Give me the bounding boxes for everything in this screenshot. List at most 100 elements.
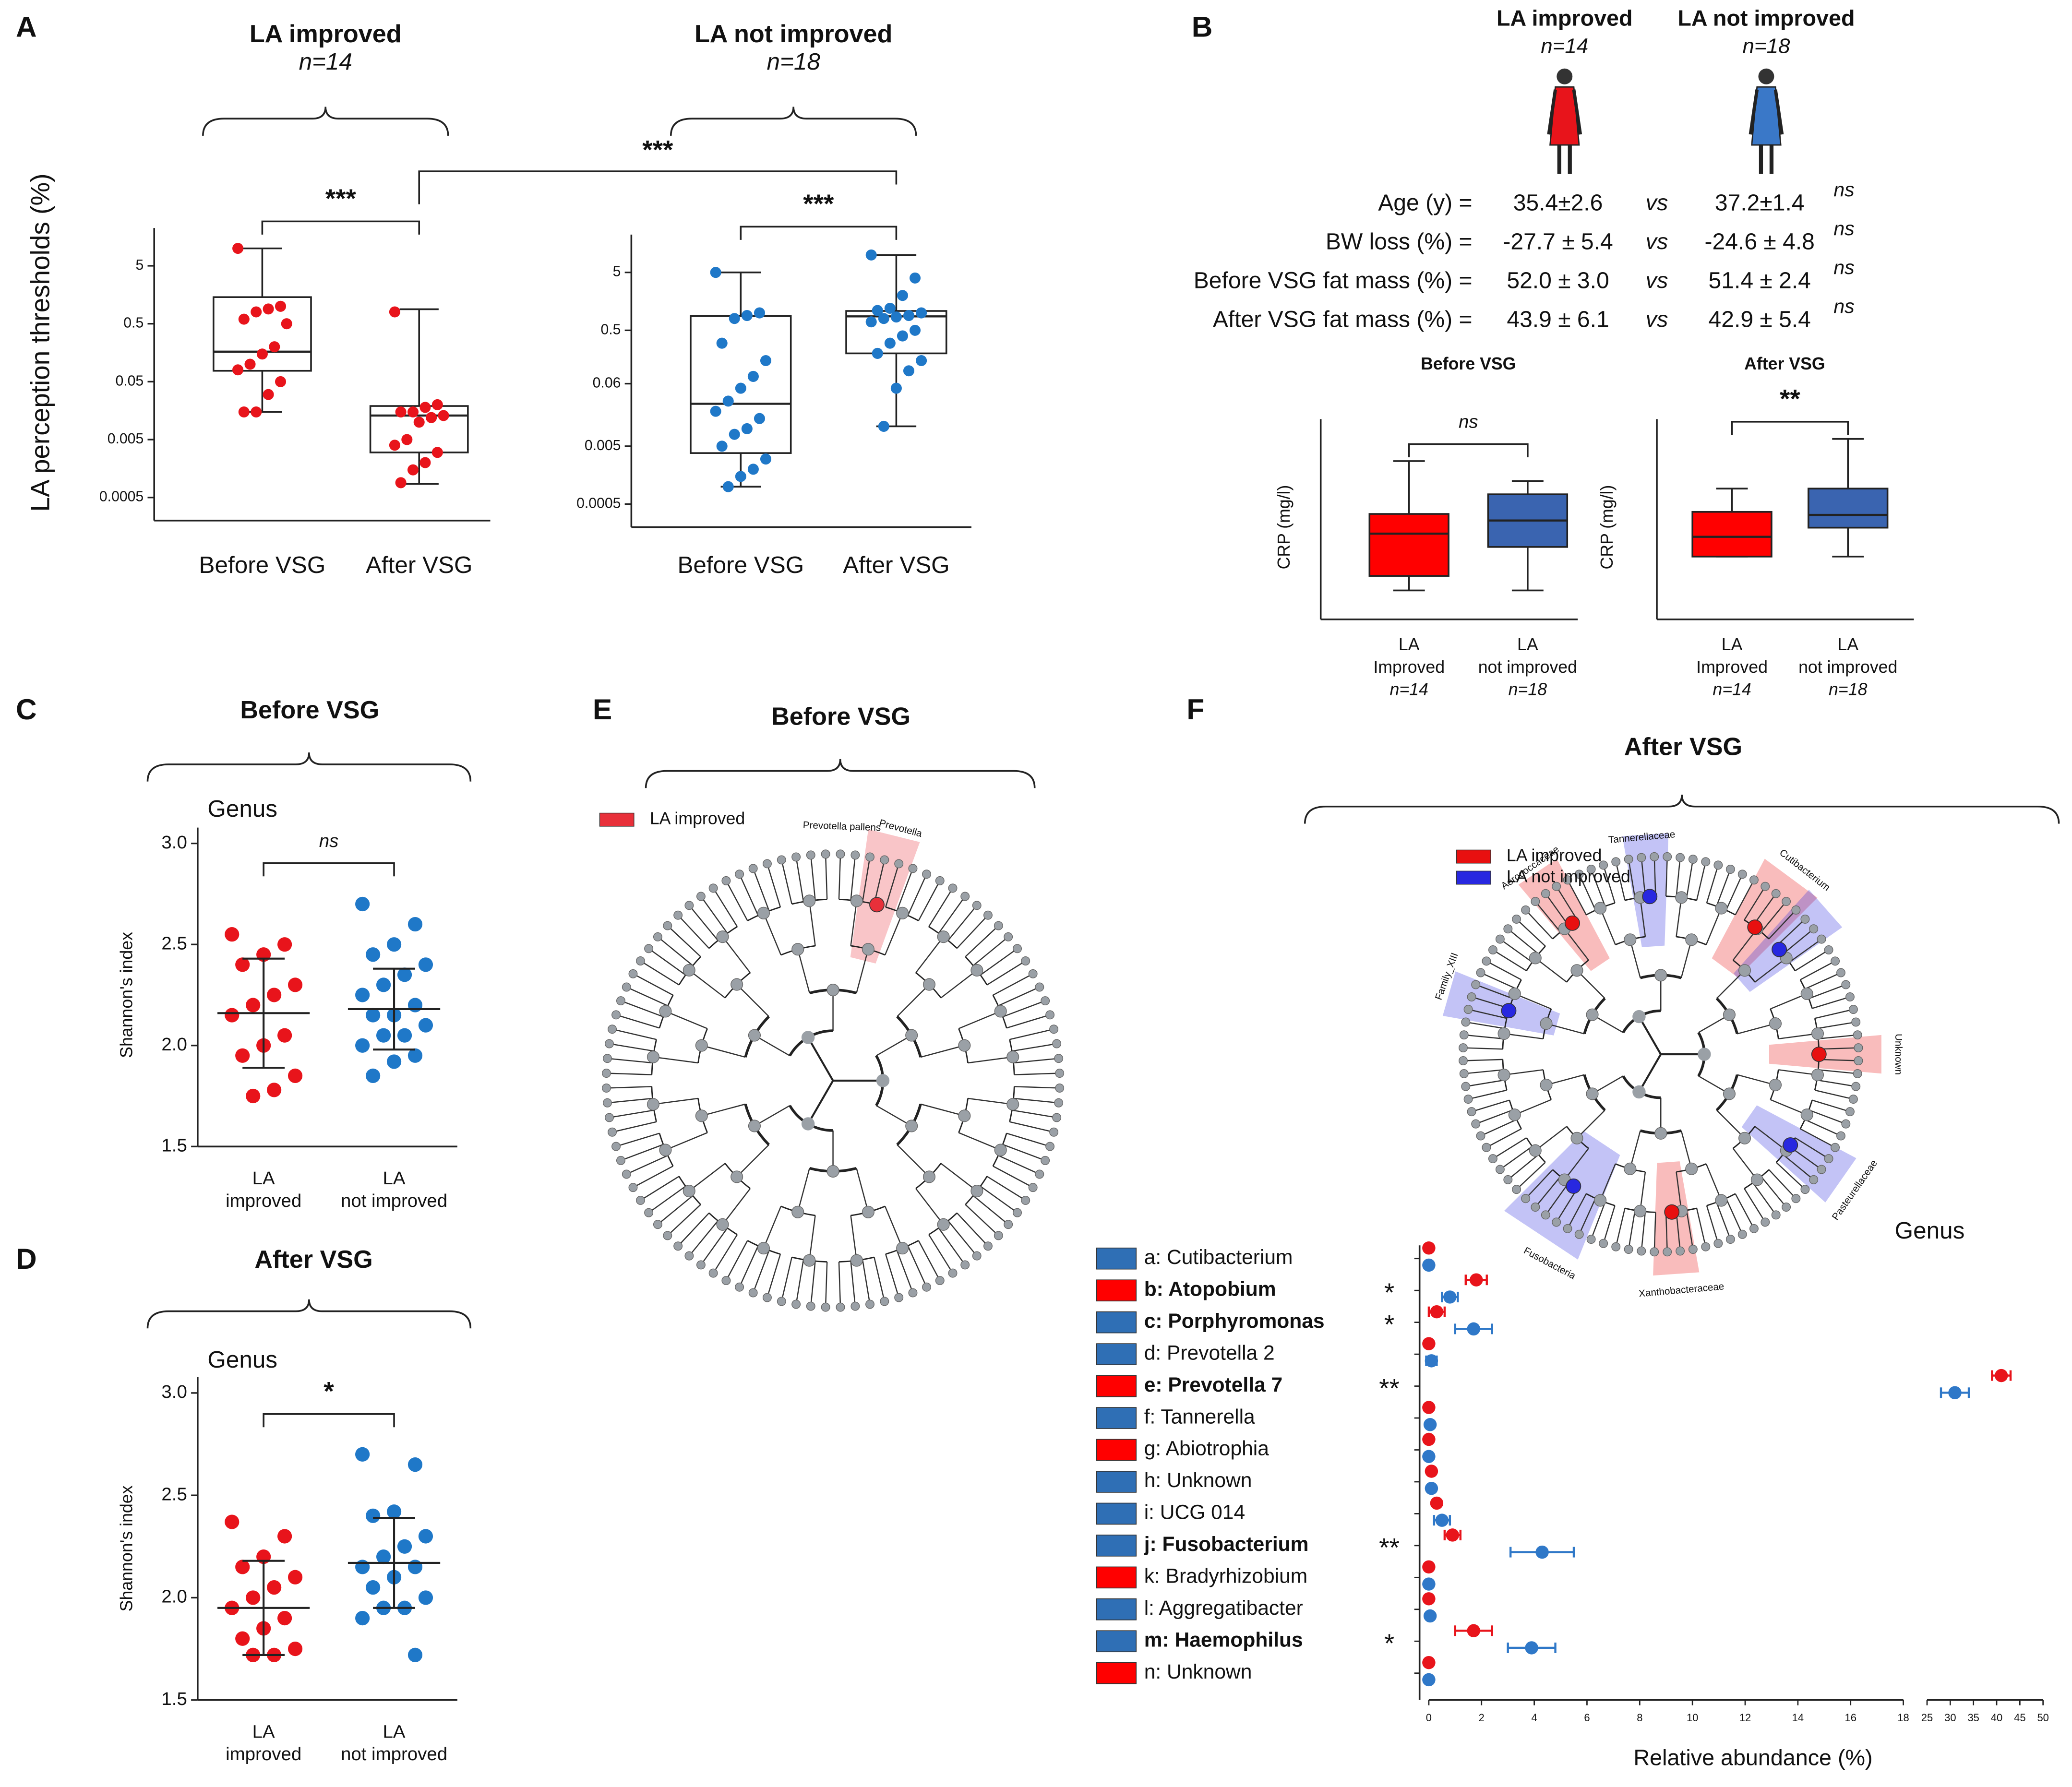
y-tick-label: 3.0: [161, 1382, 187, 1402]
branch: [947, 905, 978, 941]
node: [1467, 992, 1476, 1001]
data-point: [754, 307, 765, 319]
data-point: [865, 316, 877, 328]
data-point: [395, 477, 407, 488]
branch: [609, 1109, 654, 1119]
node: [1738, 1132, 1751, 1144]
x-tick-label: After VSG: [843, 552, 949, 578]
data-point: [716, 337, 728, 349]
node: [608, 1127, 617, 1137]
branch: [1783, 1154, 1814, 1180]
node: [1045, 1010, 1055, 1020]
data-point: [267, 1580, 282, 1595]
data-point: [897, 330, 908, 342]
data-point: [407, 998, 423, 1013]
branch: [825, 854, 828, 900]
node: [628, 1183, 638, 1192]
data-point: [277, 1611, 292, 1626]
category-label: h: Unknown: [1144, 1469, 1252, 1492]
data-point: [426, 412, 437, 423]
x-tick-label: 50: [2037, 1712, 2048, 1724]
data-point: [413, 417, 425, 428]
branch: [665, 1132, 708, 1151]
branch: [1705, 908, 1722, 945]
x-axis-label: Relative abundance (%): [1633, 1745, 1872, 1770]
node: [1461, 1082, 1471, 1091]
branch: [1508, 928, 1539, 954]
branch: [677, 1212, 710, 1247]
data-point: [419, 402, 431, 413]
branch: [875, 1035, 912, 1057]
branch: [607, 1097, 653, 1104]
node: [1541, 1210, 1550, 1220]
branch: [1628, 859, 1636, 899]
node: [1574, 1229, 1584, 1239]
node: [611, 1142, 621, 1151]
y-tick-label: 0.5: [600, 322, 621, 337]
node: [1771, 1210, 1781, 1220]
branch: [897, 984, 930, 1017]
branch: [918, 880, 941, 921]
node: [1663, 1247, 1672, 1257]
node: [1851, 1017, 1861, 1027]
node: [1624, 933, 1637, 946]
chart-title: After VSG: [1624, 733, 1742, 761]
branch: [1812, 1099, 1850, 1112]
branch: [1638, 1016, 1662, 1055]
branch: [1735, 1193, 1755, 1229]
data-point: [1467, 1624, 1481, 1638]
x-tick-label: 2: [1479, 1712, 1485, 1724]
branch: [677, 915, 710, 949]
node: [1723, 1087, 1736, 1100]
node: [1021, 956, 1030, 966]
branch: [940, 1163, 978, 1192]
data-point: [897, 290, 908, 301]
node: [1632, 1010, 1646, 1024]
row-significance: ns: [1833, 217, 1855, 239]
data-point: [431, 399, 443, 410]
branch: [875, 1105, 912, 1127]
node: [1594, 902, 1607, 915]
brace: [146, 1299, 472, 1329]
branch: [920, 1103, 965, 1117]
branch: [1768, 909, 1797, 940]
data-point: [355, 1038, 370, 1053]
node: [1471, 1119, 1481, 1129]
node: [1045, 1142, 1055, 1151]
branch: [1706, 865, 1719, 904]
x-tick-label: 35: [1967, 1712, 1979, 1724]
branch: [956, 915, 989, 949]
branch: [915, 1188, 944, 1225]
branch: [713, 888, 738, 927]
node: [673, 910, 683, 920]
data-point: [1422, 1577, 1436, 1591]
data-point: [431, 447, 443, 458]
data-point: [263, 303, 274, 315]
data-point: [865, 249, 877, 261]
node: [1637, 853, 1646, 862]
node: [1586, 1087, 1599, 1100]
group-n: n=18: [1829, 680, 1868, 699]
data-point: [1422, 1337, 1436, 1350]
highlight-node: [1501, 1003, 1517, 1019]
data-point: [366, 1580, 381, 1595]
branch: [1775, 918, 1806, 947]
node: [1817, 1165, 1826, 1174]
node: [1459, 1056, 1468, 1066]
panel-letter: C: [16, 693, 37, 726]
x-tick-label: 6: [1584, 1712, 1590, 1724]
branch: [1475, 984, 1513, 1000]
branch: [753, 1250, 770, 1293]
branch: [1486, 960, 1522, 980]
node: [1503, 924, 1513, 934]
branch: [754, 1105, 790, 1127]
data-point: [419, 457, 431, 468]
data-point: [747, 370, 759, 382]
node: [865, 1299, 874, 1309]
node: [622, 982, 631, 992]
clade-highlight: [1712, 858, 1818, 977]
data-point: [878, 420, 889, 432]
data-point: [407, 1457, 423, 1472]
branch: [1686, 1210, 1694, 1250]
data-point: [729, 313, 740, 324]
